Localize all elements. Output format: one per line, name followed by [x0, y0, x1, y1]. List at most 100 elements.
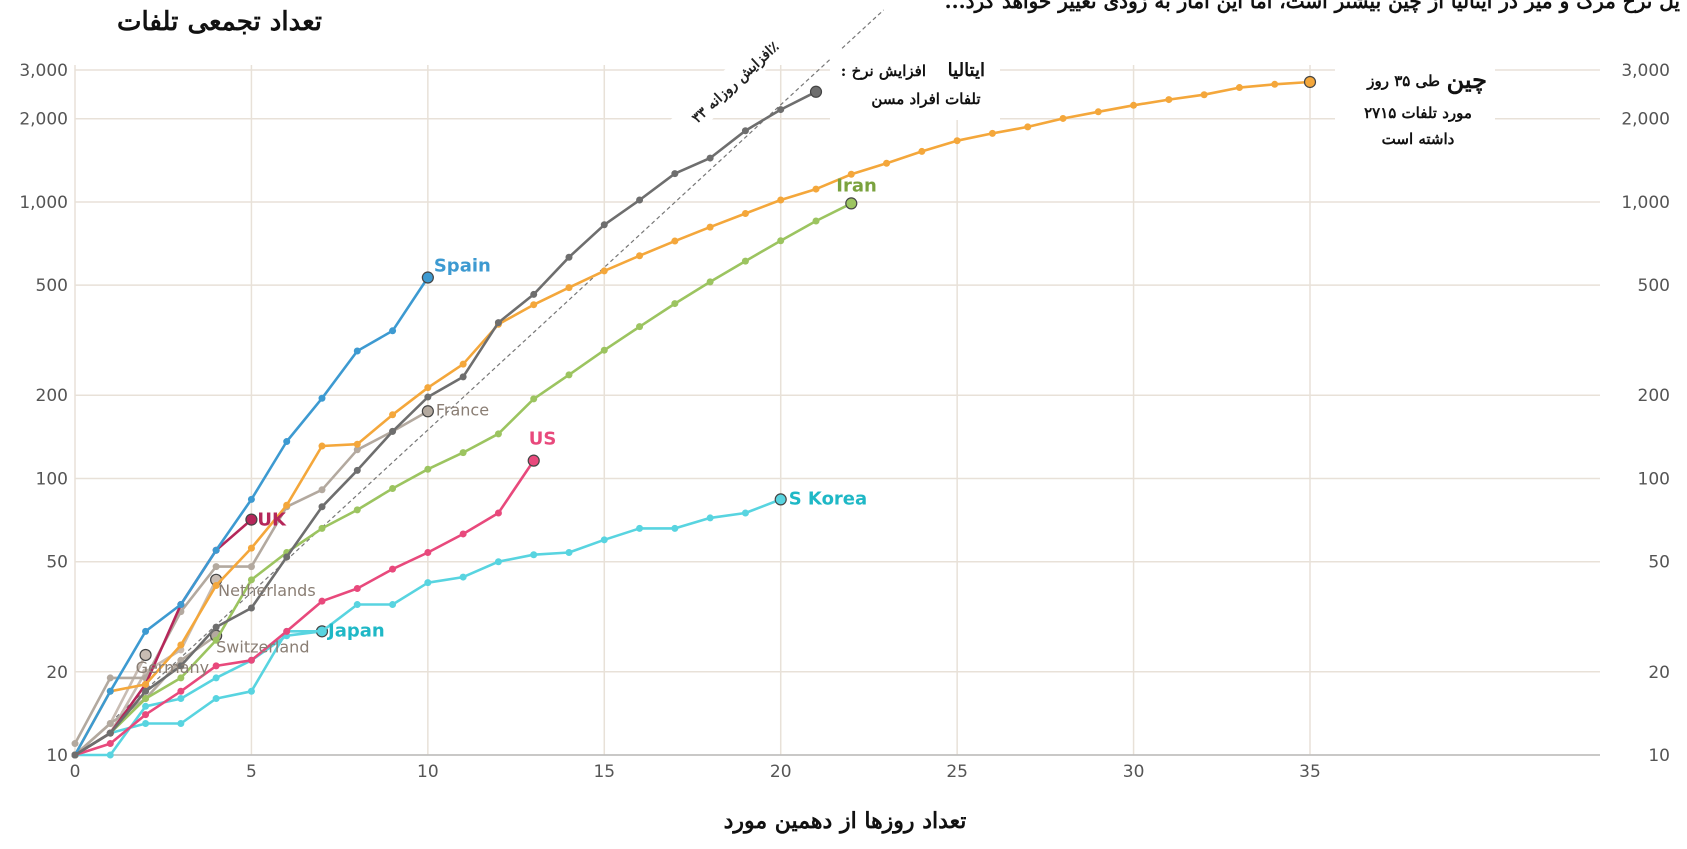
series-line-series-1: [74, 90, 817, 757]
data-point-series-1: [777, 106, 785, 114]
data-point-us: [283, 627, 291, 635]
data-point-us: [212, 662, 220, 670]
china-annotation-line-1: طی ۳۵ روز: [1366, 72, 1440, 90]
y-tick-label-left: 2,000: [19, 110, 68, 130]
series-label-germany: Germany: [136, 658, 210, 677]
data-point-spain: [106, 687, 114, 695]
data-point-france: [247, 563, 255, 571]
data-point-s-korea: [177, 719, 185, 727]
data-point-series-0: [671, 237, 679, 245]
data-point-japan: [142, 702, 150, 710]
data-point-series-0: [636, 252, 644, 260]
data-point-series-1: [809, 85, 823, 98]
china-annotation-title: چین: [1447, 65, 1487, 95]
data-point-series-0: [600, 267, 608, 275]
series-series-1: [71, 85, 823, 759]
data-point-series-1: [600, 221, 608, 229]
x-axis-label: تعداد روزها از دهمین مورد: [724, 808, 967, 834]
data-point-series-0: [177, 641, 185, 649]
data-point-series-0: [247, 544, 255, 552]
data-point-series-0: [142, 680, 150, 688]
data-point-iran: [459, 449, 467, 457]
data-point-series-1: [565, 253, 573, 261]
series-label-iran: Iran: [836, 175, 877, 196]
data-point-france: [318, 486, 326, 494]
x-tick-label: 35: [1299, 762, 1321, 782]
data-point-us: [494, 509, 502, 517]
data-point-series-0: [212, 582, 220, 590]
data-point-france: [421, 405, 434, 418]
data-point-s-korea: [318, 627, 326, 635]
data-point-series-1: [459, 373, 467, 381]
data-point-series-0: [565, 284, 573, 292]
data-point-us: [318, 597, 326, 605]
data-point-spain: [283, 438, 291, 446]
series-s-korea: [71, 493, 787, 759]
data-point-series-1: [177, 662, 185, 670]
data-point-series-0: [1130, 101, 1138, 109]
data-point-iran: [845, 197, 858, 210]
series-label-japan: Japan: [326, 620, 385, 641]
data-point-series-0: [1271, 80, 1279, 88]
italy-annotation-title: ایتالیا: [948, 60, 985, 81]
data-point-iran: [671, 300, 679, 308]
series-uk: [71, 513, 258, 759]
y-tick-label-left: 100: [36, 469, 68, 489]
china-annotation-line-3: داشته است: [1382, 130, 1455, 148]
data-point-s-korea: [424, 579, 432, 587]
x-tick-label: 15: [593, 762, 615, 782]
china-annotation-line-2: ۲۷۱۵ مورد تلفات: [1364, 104, 1472, 122]
series-label-spain: Spain: [434, 256, 491, 277]
data-point-series-1: [424, 393, 432, 401]
data-point-series-1: [353, 466, 361, 474]
data-point-iran: [247, 576, 255, 584]
data-point-iran: [318, 524, 326, 532]
data-point-series-0: [1024, 123, 1032, 131]
data-point-s-korea: [389, 601, 397, 609]
italy-annotation-line-2: تلفات افراد مسن: [871, 90, 980, 108]
data-point-spain: [353, 347, 361, 355]
data-point-spain: [142, 627, 150, 635]
data-point-us: [459, 530, 467, 538]
data-point-s-korea: [247, 687, 255, 695]
x-tick-label: 25: [946, 762, 968, 782]
y-tick-label-left: 10: [46, 746, 68, 766]
x-tick-label: 0: [70, 762, 81, 782]
data-point-series-0: [1165, 96, 1173, 104]
data-point-switzerland: [106, 719, 114, 727]
reference-line-label-bg: [665, 12, 806, 146]
series-series-0: [71, 75, 1317, 759]
data-point-series-0: [953, 137, 961, 145]
data-point-series-0: [1303, 75, 1317, 89]
italy-annotation-bg: [830, 50, 1000, 120]
data-point-iran: [424, 465, 432, 473]
y-tick-label-right: 2,000: [1621, 110, 1670, 130]
data-point-us: [389, 565, 397, 573]
y-tick-label-right: 10: [1648, 746, 1670, 766]
data-point-france: [353, 446, 361, 454]
data-point-series-1: [142, 687, 150, 695]
chart-title: تعداد تجمعی تلفات: [117, 7, 322, 37]
y-tick-label-right: 1,000: [1621, 193, 1670, 213]
data-point-series-0: [777, 196, 785, 204]
data-point-series-1: [741, 127, 749, 135]
data-point-series-0: [918, 147, 926, 155]
data-point-spain: [421, 271, 434, 284]
data-point-s-korea: [565, 548, 573, 556]
data-point-iran: [142, 695, 150, 703]
data-point-s-korea: [142, 719, 150, 727]
data-point-switzerland: [177, 656, 185, 664]
series-line-us: [74, 459, 535, 757]
y-tick-label-right: 20: [1648, 663, 1670, 683]
data-point-france: [71, 740, 79, 748]
data-point-series-1: [318, 503, 326, 511]
label-layer: Spain France Iran US S Korea UK Netherlands Ger…: [136, 175, 877, 677]
data-point-japan: [106, 751, 114, 759]
data-point-us: [142, 711, 150, 719]
data-point-iran: [353, 506, 361, 514]
data-point-s-korea: [706, 514, 714, 522]
data-point-iran: [177, 674, 185, 682]
series-line-series-0: [73, 80, 1311, 756]
